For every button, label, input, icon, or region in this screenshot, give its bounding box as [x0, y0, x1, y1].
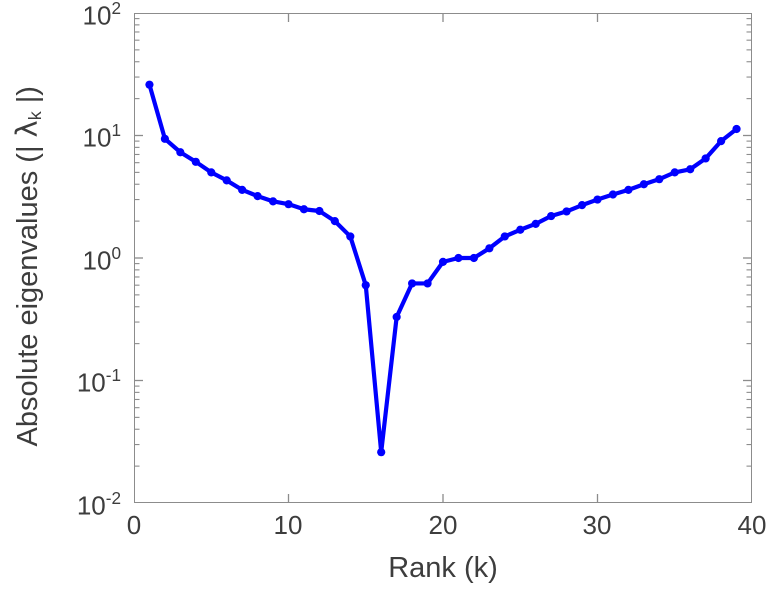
data-point — [500, 232, 509, 241]
x-tick-label-10: 10 — [273, 510, 303, 540]
data-point — [222, 176, 231, 185]
plot-canvas — [134, 13, 752, 503]
data-point — [469, 253, 478, 263]
data-point — [639, 180, 648, 189]
x-axis-major-ticks — [134, 13, 752, 503]
x-tick-label-20: 20 — [428, 510, 458, 540]
y-tick-label-1e-2: 10-2 — [76, 488, 121, 521]
data-point — [284, 200, 293, 209]
y-axis-major-ticks — [134, 13, 752, 503]
data-point — [516, 225, 525, 234]
x-tick-label-40: 40 — [737, 510, 767, 540]
data-point — [686, 165, 695, 174]
y-axis-title-suffix: |) — [11, 86, 44, 112]
data-point — [732, 124, 741, 134]
y-tick-label-1e2: 102 — [82, 0, 121, 31]
data-point — [547, 211, 556, 221]
data-point — [315, 206, 324, 216]
data-point — [562, 207, 571, 216]
data-point — [717, 137, 726, 146]
data-point — [268, 197, 278, 206]
data-point — [408, 279, 417, 288]
data-point — [330, 217, 339, 226]
data-point — [438, 257, 448, 266]
eigenvalue-series-markers — [145, 80, 741, 457]
data-point — [485, 244, 494, 253]
data-point — [346, 232, 355, 241]
data-point — [531, 219, 540, 228]
y-axis-minor-ticks — [134, 18, 752, 467]
data-point — [253, 192, 262, 201]
eigenvalue-series-line — [147, 82, 739, 455]
data-point — [454, 253, 463, 263]
data-point — [361, 281, 370, 290]
data-point — [160, 134, 169, 143]
y-axis-title-prefix: Absolute eigenvalues (| — [11, 137, 44, 447]
data-point — [392, 312, 401, 322]
y-tick-label-1e-1: 10-1 — [76, 365, 121, 398]
x-axis-title: Rank (k) — [388, 552, 498, 584]
data-point — [423, 279, 432, 288]
data-point — [299, 205, 309, 214]
y-tick-label-1e0: 100 — [82, 243, 121, 276]
data-point — [176, 148, 185, 157]
y-axis-title: Absolute eigenvalues (| λk |) — [10, 6, 46, 526]
data-point — [655, 175, 664, 184]
lambda-subscript: k — [25, 111, 46, 121]
data-point — [670, 168, 679, 177]
data-point — [593, 195, 602, 204]
x-tick-label-30: 30 — [582, 510, 612, 540]
y-tick-label-1e1: 101 — [82, 120, 121, 153]
data-point — [207, 168, 216, 177]
lambda-symbol: λ — [9, 120, 44, 138]
data-point — [608, 190, 618, 199]
data-point — [145, 80, 154, 89]
data-point — [624, 185, 633, 194]
data-point — [377, 448, 386, 457]
data-point — [701, 154, 710, 163]
data-point — [191, 157, 200, 166]
x-tick-label-0: 0 — [126, 510, 142, 540]
data-point — [577, 201, 587, 210]
data-point — [238, 185, 247, 194]
